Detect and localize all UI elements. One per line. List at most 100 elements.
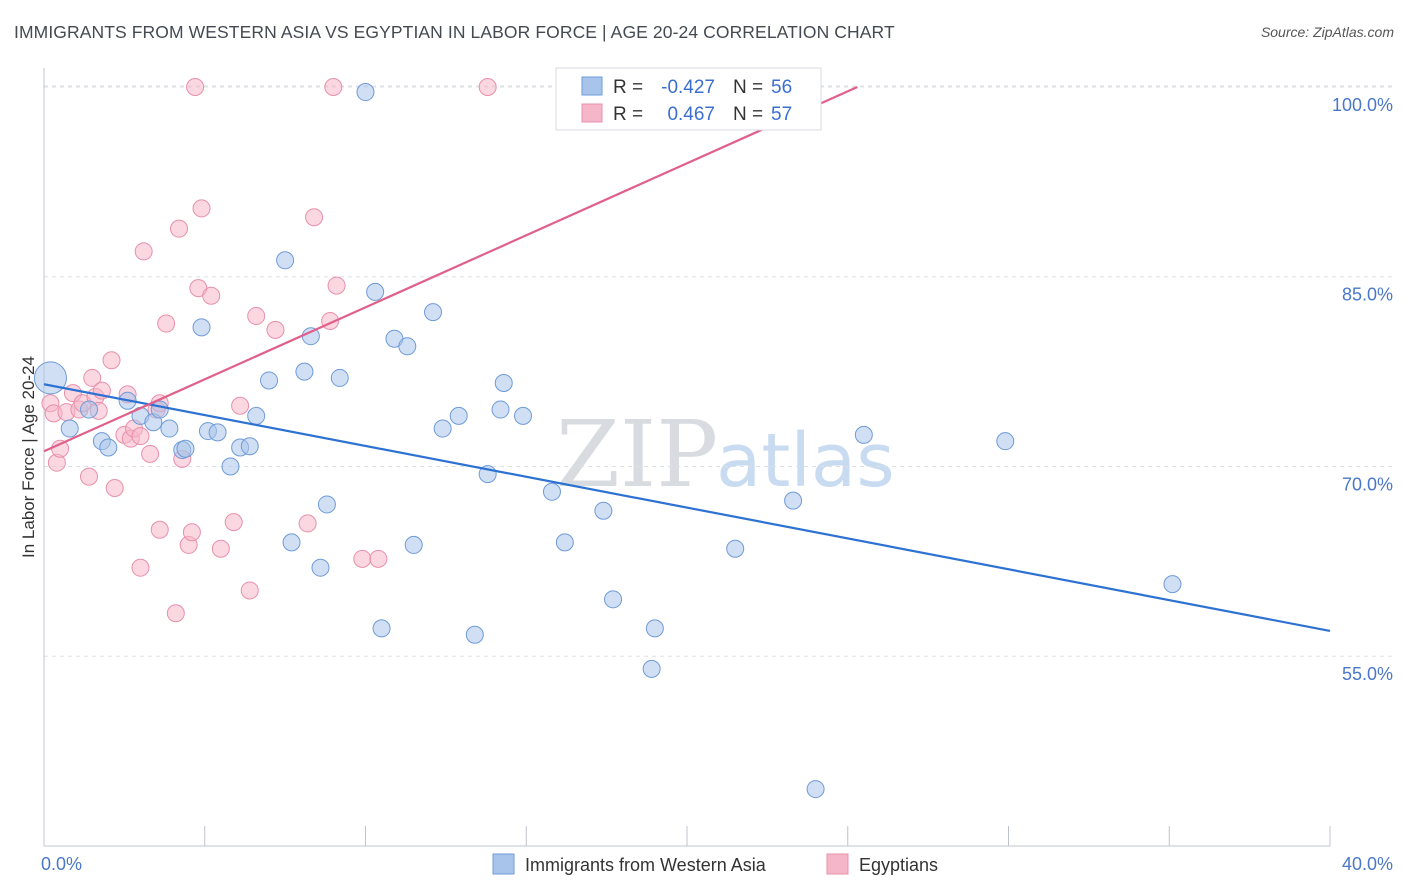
y-axis-tick-labels: 55.0% 70.0% 85.0% 100.0% xyxy=(1332,95,1393,684)
western-asia-point-41 xyxy=(542,482,561,501)
egyptians-point-28 xyxy=(170,219,189,238)
legend-r-label-western-asia: R = xyxy=(613,77,643,98)
egyptians-point-3 xyxy=(51,439,70,458)
trend-lines xyxy=(43,85,1331,633)
western-asia-point-17 xyxy=(240,437,259,456)
western-asia-point-31 xyxy=(398,337,417,356)
egyptians-point-42 xyxy=(298,514,317,533)
western-asia-point-24 xyxy=(311,558,330,577)
western-asia-point-47 xyxy=(726,539,745,558)
western-asia-point-42 xyxy=(555,533,574,552)
western-asia-point-2 xyxy=(80,400,99,419)
source-credit: Source: ZipAtlas.com xyxy=(1260,24,1394,40)
western-asia-point-36 xyxy=(465,625,484,644)
western-asia-trend-line xyxy=(43,383,1331,633)
western-asia-point-48 xyxy=(784,491,803,510)
egyptians-trend-line xyxy=(43,85,858,453)
western-asia-point-28 xyxy=(366,282,385,301)
western-asia-point-43 xyxy=(594,501,613,520)
western-asia-point-18 xyxy=(247,406,266,425)
western-asia-point-50 xyxy=(996,432,1015,451)
series-legend-label-egyptians: Egyptians xyxy=(859,855,938,875)
y-tick-label-0: 55.0% xyxy=(1342,664,1393,684)
egyptians-point-41 xyxy=(266,320,285,339)
egyptians-point-37 xyxy=(224,513,243,532)
egyptians-point-22 xyxy=(141,444,160,463)
chart-title: IMMIGRANTS FROM WESTERN ASIA VS EGYPTIAN… xyxy=(14,22,895,42)
y-tick-label-2: 85.0% xyxy=(1342,285,1393,305)
watermark-zip: ZIP xyxy=(556,401,718,508)
legend-r-value-western-asia: -0.427 xyxy=(661,77,715,98)
legend-swatch-western-asia xyxy=(581,76,603,96)
western-asia-point-35 xyxy=(449,406,468,425)
gridlines xyxy=(44,85,1392,657)
x-tick-label-1: 40.0% xyxy=(1342,854,1393,874)
western-asia-point-34 xyxy=(433,419,452,438)
western-asia-point-45 xyxy=(645,619,664,638)
western-asia-point-11 xyxy=(176,439,195,458)
western-asia-point-21 xyxy=(282,533,301,552)
legend-r-value-egyptians: 0.467 xyxy=(667,104,715,125)
egyptians-point-13 xyxy=(102,351,121,370)
western-asia-point-19 xyxy=(260,371,279,390)
western-asia-point-4 xyxy=(99,438,118,457)
western-asia-point-20 xyxy=(276,251,295,270)
western-asia-point-12 xyxy=(192,318,211,337)
egyptians-point-31 xyxy=(182,523,201,542)
egyptians-point-46 xyxy=(327,276,346,295)
western-asia-points xyxy=(33,83,1182,799)
egyptians-point-8 xyxy=(80,467,99,486)
legend-n-value-egyptians: 57 xyxy=(771,104,792,125)
western-asia-point-27 xyxy=(356,83,375,102)
egyptians-point-14 xyxy=(105,478,124,497)
legend-swatch-egyptians xyxy=(581,103,603,123)
western-asia-point-1 xyxy=(60,419,79,438)
series-legend-swatch-western-asia xyxy=(492,853,515,875)
egyptians-point-39 xyxy=(240,581,259,600)
western-asia-point-40 xyxy=(514,406,533,425)
series-legend-label-western-asia: Immigrants from Western Asia xyxy=(525,855,767,875)
legend-n-value-western-asia: 56 xyxy=(771,77,792,98)
western-asia-point-46 xyxy=(642,659,661,678)
western-asia-point-9 xyxy=(160,419,179,438)
western-asia-point-33 xyxy=(424,303,443,322)
western-asia-point-39 xyxy=(494,373,513,392)
egyptians-point-20 xyxy=(131,558,150,577)
western-asia-point-25 xyxy=(317,495,336,514)
legend-n-label-western-asia: N = xyxy=(733,77,763,98)
egyptians-point-25 xyxy=(150,520,169,539)
x-tick-label-0: 0.0% xyxy=(41,854,82,874)
egyptians-point-32 xyxy=(186,77,205,96)
western-asia-point-49 xyxy=(854,425,873,444)
y-axis-label: In Labor Force | Age 20-24 xyxy=(19,356,38,558)
egyptians-point-26 xyxy=(157,314,176,333)
egyptians-point-45 xyxy=(324,77,343,96)
legend-r-label-egyptians: R = xyxy=(613,104,643,125)
western-asia-point-29 xyxy=(372,619,391,638)
western-asia-point-38 xyxy=(491,400,510,419)
egyptians-point-34 xyxy=(192,199,211,218)
western-asia-point-15 xyxy=(221,457,240,476)
x-axis-tick-labels: 0.0% 40.0% xyxy=(41,854,1393,874)
egyptians-point-38 xyxy=(231,396,250,415)
egyptians-point-36 xyxy=(211,539,230,558)
western-asia-point-8 xyxy=(150,400,169,419)
egyptians-point-21 xyxy=(134,242,153,261)
egyptians-point-43 xyxy=(305,208,324,227)
western-asia-point-32 xyxy=(404,535,423,554)
egyptians-point-47 xyxy=(353,549,372,568)
western-asia-point-52 xyxy=(806,780,825,799)
stats-legend: R = -0.427 N = 56 R = 0.467 N = 57 xyxy=(555,67,822,131)
egyptians-point-9 xyxy=(83,368,102,387)
western-asia-point-0 xyxy=(33,361,67,395)
egyptians-point-27 xyxy=(166,604,185,623)
series-legend-swatch-egyptians xyxy=(826,853,849,875)
western-asia-point-26 xyxy=(330,368,349,387)
x-axis-ticks xyxy=(204,826,1331,846)
y-tick-label-3: 100.0% xyxy=(1332,95,1393,115)
western-asia-point-22 xyxy=(295,362,314,381)
series-legend: Immigrants from Western Asia Egyptians xyxy=(492,853,938,875)
y-tick-label-1: 70.0% xyxy=(1342,474,1393,494)
egyptians-point-49 xyxy=(478,77,497,96)
